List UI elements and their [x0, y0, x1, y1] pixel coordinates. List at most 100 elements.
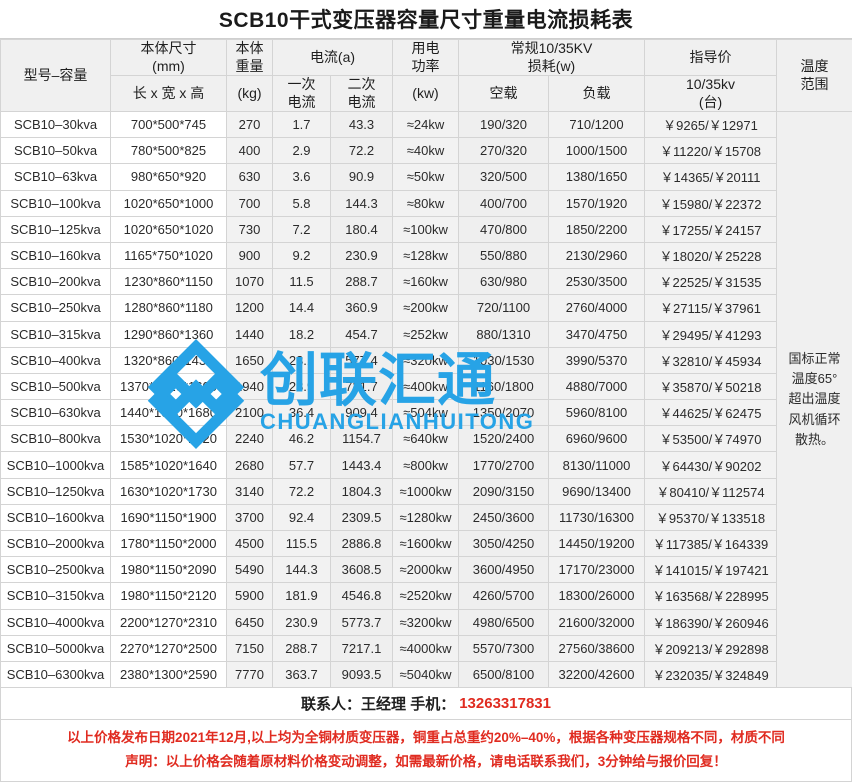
cell-weight: 1650 [227, 347, 273, 373]
cell-noload-loss: 2090/3150 [459, 478, 549, 504]
cell-current-primary: 5.8 [273, 190, 331, 216]
header-price-sub-line1: 10/35kv [645, 76, 776, 94]
cell-price: ￥18020/￥25228 [645, 242, 777, 268]
cell-noload-loss: 470/800 [459, 216, 549, 242]
cell-current-secondary: 360.9 [331, 295, 393, 321]
cell-noload-loss: 4980/6500 [459, 609, 549, 635]
cell-weight: 5900 [227, 583, 273, 609]
cell-dimensions: 1980*1150*2090 [111, 557, 227, 583]
cell-power: ≈128kw [393, 242, 459, 268]
disclaimer-block: 以上价格发布日期2021年12月,以上均为全铜材质变压器，铜重占总重约20%–4… [0, 720, 852, 782]
header-weight: 本体 重量 [227, 40, 273, 76]
header-price-sub-line2: (台) [645, 94, 776, 112]
cell-model: SCB10–50kva [1, 138, 111, 164]
cell-noload-loss: 400/700 [459, 190, 549, 216]
cell-current-secondary: 5773.7 [331, 609, 393, 635]
cell-load-loss: 21600/32000 [549, 609, 645, 635]
cell-power: ≈2000kw [393, 557, 459, 583]
cell-current-secondary: 43.3 [331, 112, 393, 138]
contact-row: 联系人：王经理 手机： 13263317831 [0, 688, 852, 720]
cell-current-primary: 72.2 [273, 478, 331, 504]
cell-load-loss: 6960/9600 [549, 426, 645, 452]
cell-model: SCB10–125kva [1, 216, 111, 242]
cell-model: SCB10–3150kva [1, 583, 111, 609]
cell-noload-loss: 270/320 [459, 138, 549, 164]
cell-dimensions: 1280*860*1180 [111, 295, 227, 321]
header-weight-unit: (kg) [227, 76, 273, 112]
cell-power: ≈320kw [393, 347, 459, 373]
cell-model: SCB10–5000kva [1, 635, 111, 661]
header-current-secondary-line1: 二次 [331, 76, 392, 94]
temperature-note-line: 散热。 [777, 430, 852, 450]
temperature-note-line: 国标正常 [777, 349, 852, 369]
cell-price: ￥95370/￥133518 [645, 504, 777, 530]
header-temp-line1: 温度 [777, 58, 852, 76]
cell-weight: 7770 [227, 661, 273, 687]
cell-power: ≈160kw [393, 269, 459, 295]
cell-dimensions: 2270*1270*2500 [111, 635, 227, 661]
cell-price: ￥64430/￥90202 [645, 452, 777, 478]
cell-noload-loss: 880/1310 [459, 321, 549, 347]
header-price-group: 指导价 [645, 40, 777, 76]
cell-weight: 5490 [227, 557, 273, 583]
cell-weight: 1070 [227, 269, 273, 295]
cell-current-secondary: 909.4 [331, 400, 393, 426]
cell-load-loss: 11730/16300 [549, 504, 645, 530]
cell-model: SCB10–2000kva [1, 531, 111, 557]
cell-current-secondary: 721.7 [331, 373, 393, 399]
cell-model: SCB10–1250kva [1, 478, 111, 504]
cell-noload-loss: 1350/2070 [459, 400, 549, 426]
cell-model: SCB10–63kva [1, 164, 111, 190]
cell-dimensions: 2200*1270*2310 [111, 609, 227, 635]
header-current-group: 电流(a) [273, 40, 393, 76]
cell-model: SCB10–500kva [1, 373, 111, 399]
cell-current-primary: 46.2 [273, 426, 331, 452]
header-weight-line1: 本体 [227, 40, 272, 58]
header-power-line1: 用电 [393, 40, 458, 58]
cell-power: ≈3200kw [393, 609, 459, 635]
cell-price: ￥186390/￥260946 [645, 609, 777, 635]
header-row-1: 型号–容量 本体尺寸 (mm) 本体 重量 电流(a) 用电 功率 常规10/3… [1, 40, 852, 76]
cell-current-secondary: 4546.8 [331, 583, 393, 609]
cell-load-loss: 17170/23000 [549, 557, 645, 583]
cell-current-primary: 363.7 [273, 661, 331, 687]
cell-temperature-range: 国标正常温度65°超出温度风机循环散热。 [777, 112, 852, 688]
cell-weight: 2680 [227, 452, 273, 478]
cell-noload-loss: 1030/1530 [459, 347, 549, 373]
contact-phone[interactable]: 13263317831 [459, 695, 551, 712]
cell-dimensions: 1370*1020*1600 [111, 373, 227, 399]
cell-current-secondary: 2309.5 [331, 504, 393, 530]
cell-power: ≈800kw [393, 452, 459, 478]
cell-price: ￥27115/￥37961 [645, 295, 777, 321]
cell-price: ￥22525/￥31535 [645, 269, 777, 295]
cell-load-loss: 1000/1500 [549, 138, 645, 164]
cell-load-loss: 2130/2960 [549, 242, 645, 268]
cell-dimensions: 700*500*745 [111, 112, 227, 138]
cell-price: ￥44625/￥62475 [645, 400, 777, 426]
cell-current-secondary: 7217.1 [331, 635, 393, 661]
cell-power: ≈200kw [393, 295, 459, 321]
cell-weight: 7150 [227, 635, 273, 661]
cell-current-secondary: 2886.8 [331, 531, 393, 557]
table-header: 型号–容量 本体尺寸 (mm) 本体 重量 电流(a) 用电 功率 常规10/3… [1, 40, 852, 112]
cell-dimensions: 2380*1300*2590 [111, 661, 227, 687]
cell-noload-loss: 4260/5700 [459, 583, 549, 609]
cell-current-primary: 7.2 [273, 216, 331, 242]
cell-noload-loss: 1520/2400 [459, 426, 549, 452]
cell-power: ≈4000kw [393, 635, 459, 661]
cell-current-primary: 1.7 [273, 112, 331, 138]
cell-load-loss: 8130/11000 [549, 452, 645, 478]
cell-weight: 2240 [227, 426, 273, 452]
cell-dimensions: 1320*860*1430 [111, 347, 227, 373]
cell-noload-loss: 6500/8100 [459, 661, 549, 687]
cell-current-secondary: 1154.7 [331, 426, 393, 452]
cell-model: SCB10–400kva [1, 347, 111, 373]
cell-weight: 1440 [227, 321, 273, 347]
cell-weight: 270 [227, 112, 273, 138]
